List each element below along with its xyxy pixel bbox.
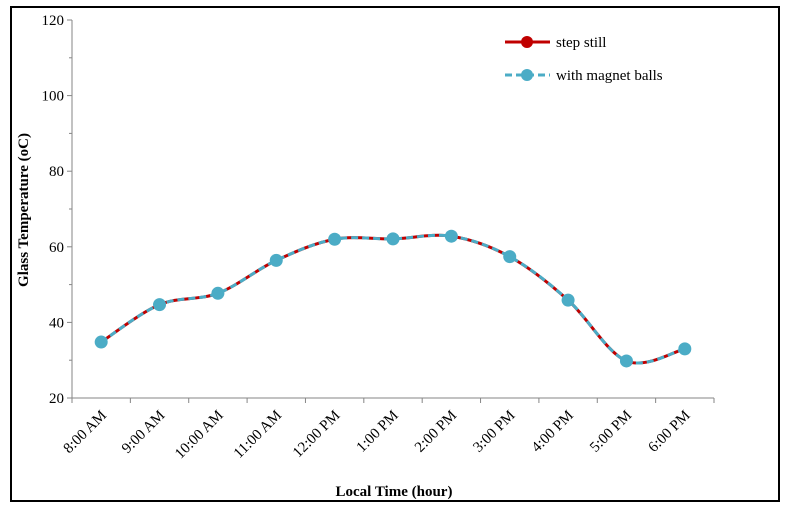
data-point-series-1 — [561, 293, 575, 307]
data-point-series-1 — [328, 232, 342, 246]
legend-marker-step-still — [521, 36, 533, 48]
series-line-1 — [100, 233, 686, 365]
y-tick-label: 20 — [49, 391, 64, 407]
x-tick-label: 2:00 PM — [412, 408, 460, 456]
legend-label-step-still: step still — [556, 35, 606, 51]
x-axis-title: Local Time (hour) — [336, 484, 453, 500]
y-tick-label: 40 — [49, 315, 64, 331]
data-point-series-1 — [153, 298, 167, 312]
chart-frame — [10, 6, 780, 502]
y-axis-title: Glass Temperature (oC) — [16, 133, 32, 287]
x-tick-label: 8:00 AM — [61, 408, 110, 457]
data-point-series-1 — [619, 354, 633, 368]
y-tick-label: 60 — [49, 240, 64, 256]
y-tick-label: 100 — [42, 89, 65, 105]
data-point-series-1 — [211, 286, 225, 300]
x-tick-label: 1:00 PM — [354, 408, 402, 456]
data-point-series-1 — [269, 253, 283, 267]
x-tick-label: 10:00 AM — [172, 408, 227, 463]
data-point-series-1 — [94, 335, 108, 349]
legend-label-magnet-balls: with magnet balls — [556, 68, 663, 84]
data-point-series-1 — [678, 342, 692, 356]
legend-marker-magnet-balls — [521, 69, 533, 81]
x-tick-label: 11:00 AM — [231, 408, 285, 462]
data-point-series-1 — [444, 229, 458, 243]
y-tick-label: 120 — [42, 13, 65, 29]
legend: step still with magnet balls — [505, 35, 663, 84]
y-tick-label: 80 — [49, 164, 64, 180]
x-tick-label: 5:00 PM — [587, 408, 635, 456]
x-tick-label: 3:00 PM — [470, 408, 518, 456]
series-layer — [94, 229, 692, 368]
x-tick-label: 12:00 PM — [290, 408, 343, 461]
x-tick-label: 9:00 AM — [119, 408, 168, 457]
data-point-series-1 — [503, 250, 517, 264]
x-tick-label: 6:00 PM — [645, 408, 693, 456]
x-tick-label: 4:00 PM — [529, 408, 577, 456]
data-point-series-1 — [386, 232, 400, 246]
